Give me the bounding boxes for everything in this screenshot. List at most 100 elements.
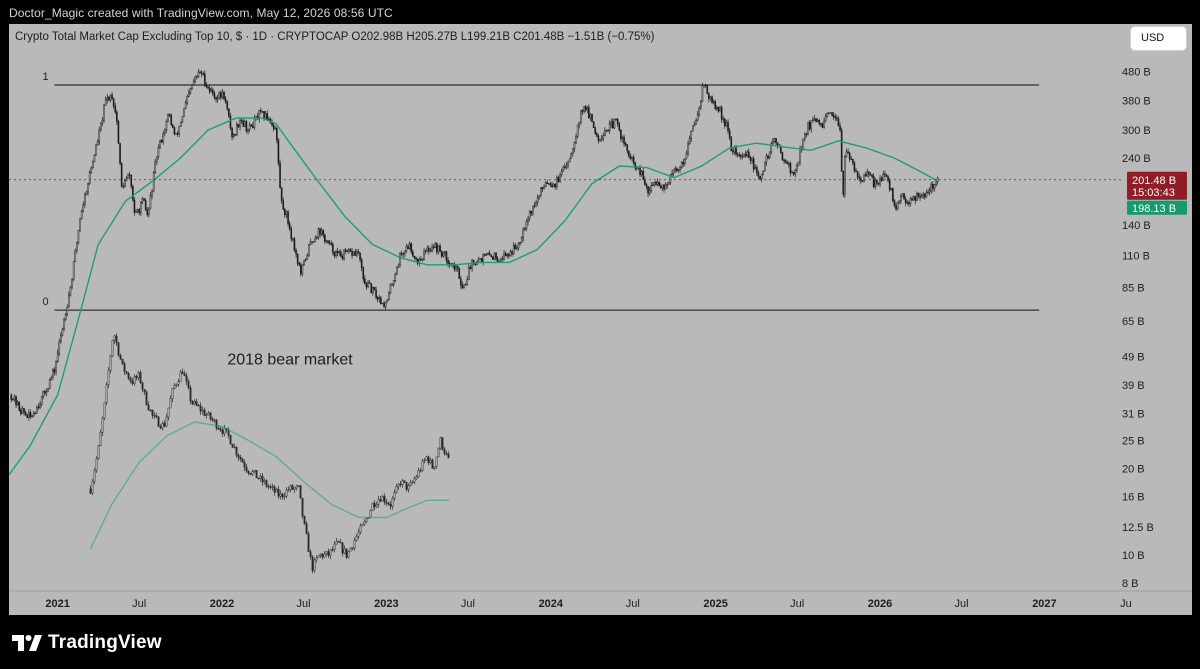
y-tick-label: 300 B <box>1122 125 1151 137</box>
price-candle-body <box>767 155 769 159</box>
price-candle-body <box>471 259 473 270</box>
price-candle-body <box>37 406 40 408</box>
price-candle-body <box>368 282 371 284</box>
price-candle-body <box>836 117 838 119</box>
overlay-candle-body <box>391 497 394 507</box>
price-candle-body <box>581 110 584 112</box>
price-candle-body <box>764 161 766 172</box>
overlay-candle-body <box>275 488 278 493</box>
price-candle-body <box>292 238 294 240</box>
price-candle-body <box>324 234 326 242</box>
y-tick-label: 49 B <box>1122 351 1145 363</box>
price-candle-body <box>26 414 29 418</box>
overlay-candle-body <box>113 335 116 341</box>
overlay-candle-body <box>103 402 106 419</box>
price-candle-body <box>410 243 413 253</box>
price-candle-body <box>413 256 416 258</box>
price-candle-body <box>138 209 141 214</box>
price-candle-body <box>332 244 334 253</box>
price-candle-body <box>701 84 704 102</box>
overlay-candle-body <box>159 426 162 429</box>
price-candle-body <box>700 100 702 109</box>
price-candle-body <box>517 243 520 249</box>
price-candle-body <box>474 263 477 265</box>
price-candle-body <box>895 205 897 210</box>
price-candle-body <box>373 286 376 291</box>
last-price-label: 201.48 B <box>1132 175 1176 187</box>
price-candle-body <box>175 133 177 135</box>
overlay-candle-body <box>277 488 280 497</box>
price-candle-body <box>730 137 733 152</box>
overlay-candle-body <box>317 555 320 559</box>
price-candle-body <box>704 84 707 86</box>
price-candle-body <box>816 120 819 122</box>
overlay-candle-body <box>237 454 240 458</box>
price-candle-body <box>461 284 464 289</box>
price-candle-body <box>880 178 883 181</box>
price-candle-body <box>834 116 837 118</box>
overlay-candle-body <box>383 496 386 503</box>
x-tick-label: 2021 <box>45 598 69 610</box>
overlay-candle-body <box>361 523 364 527</box>
price-candle-body <box>532 205 534 214</box>
price-candle-body <box>565 165 568 168</box>
price-candle-body <box>852 158 854 164</box>
overlay-candle-body <box>331 549 334 551</box>
overlay-candle-body <box>255 470 258 479</box>
price-candle-body <box>109 94 112 101</box>
price-candle-body <box>568 157 571 163</box>
price-candle-body <box>271 122 273 126</box>
price-candle-body <box>218 92 221 99</box>
price-candle-body <box>42 391 45 397</box>
price-candle-body <box>813 118 816 121</box>
overlay-candle-body <box>411 481 414 484</box>
price-candle-body <box>570 153 573 159</box>
price-candle-body <box>199 71 201 74</box>
price-candle-body <box>140 202 142 214</box>
price-candle-body <box>455 265 457 270</box>
y-tick-label: 65 B <box>1122 316 1145 328</box>
price-candle-body <box>200 72 203 74</box>
price-candle-body <box>50 377 53 381</box>
price-candle-body <box>640 170 643 175</box>
price-candle-body <box>919 195 921 198</box>
price-candle-body <box>152 172 155 192</box>
price-candle-body <box>341 256 344 259</box>
price-candle-body <box>652 184 654 187</box>
price-candle-body <box>858 176 861 179</box>
price-candle-body <box>103 105 105 121</box>
price-candle-body <box>917 192 920 197</box>
price-candle-body <box>485 254 488 256</box>
overlay-candle-body <box>309 551 312 557</box>
overlay-candle-body <box>191 400 194 405</box>
currency-button[interactable]: USD <box>1131 27 1186 50</box>
overlay-candle-body <box>445 453 448 455</box>
price-candle-body <box>832 115 835 117</box>
price-candle-body <box>636 167 638 169</box>
y-tick-label: 380 B <box>1122 95 1151 107</box>
overlay-candle-body <box>443 448 446 454</box>
price-candle-body <box>117 121 120 144</box>
price-candle-body <box>655 181 657 185</box>
price-candle-body <box>298 263 301 266</box>
price-candle-body <box>792 172 795 175</box>
price-candle-body <box>648 190 651 194</box>
overlay-candle-body <box>299 485 302 499</box>
overlay-candle-body <box>301 497 304 517</box>
price-candle-body <box>754 167 757 170</box>
price-candle-body <box>557 177 560 182</box>
overlay-candle-body <box>203 409 206 416</box>
price-chart[interactable]: 10 2021 Jul 2022 Jul 2023 Jul 2024 Jul 2025 Jul 20… <box>9 24 1192 615</box>
price-candle-body <box>791 172 793 174</box>
x-tick-label: Jul <box>297 598 311 610</box>
y-tick-label: 110 B <box>1122 250 1150 262</box>
overlay-candle-body <box>263 480 266 483</box>
price-candle-body <box>536 197 539 203</box>
price-candle-body <box>815 118 817 122</box>
price-candle-body <box>58 341 61 354</box>
overlay-candle-body <box>221 430 224 434</box>
price-candle-body <box>538 195 541 199</box>
price-candle-body <box>492 256 494 260</box>
price-candle-body <box>82 204 85 212</box>
